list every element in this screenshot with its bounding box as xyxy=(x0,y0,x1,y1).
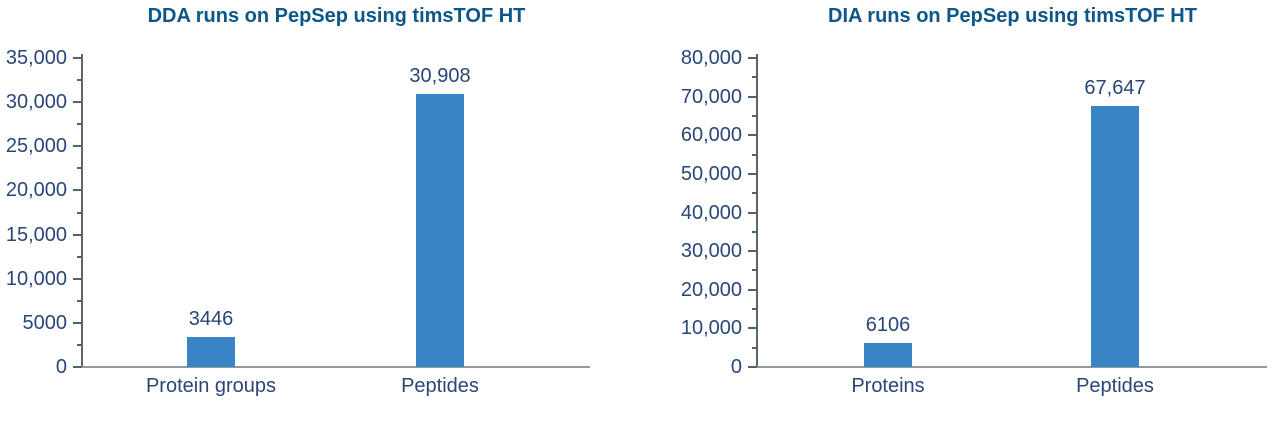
y-tick-major xyxy=(748,288,757,291)
y-tick-major xyxy=(748,250,757,253)
y-tick-label: 20,000 xyxy=(5,179,67,202)
bar-proteins xyxy=(864,343,912,367)
y-tick-label: 30,000 xyxy=(680,240,742,263)
y-tick-major xyxy=(73,57,82,59)
x-category-label: Peptides xyxy=(1076,375,1154,397)
bar-value-label: 3446 xyxy=(188,308,234,330)
dda-chart-title: DDA runs on PepSep using timsTOF HT xyxy=(147,5,526,27)
y-tick-minor xyxy=(752,346,757,349)
x-axis-line xyxy=(756,366,1267,368)
y-tick-minor xyxy=(77,255,82,258)
y-tick-minor xyxy=(752,230,757,233)
y-tick-major xyxy=(748,95,757,98)
y-tick-major xyxy=(748,211,757,214)
y-tick-label: 0 xyxy=(55,356,67,378)
y-tick-major xyxy=(748,57,757,59)
x-category-label: Proteins xyxy=(851,375,925,397)
bar-peptides xyxy=(416,94,464,367)
y-tick-major xyxy=(73,233,82,236)
y-tick-label: 50,000 xyxy=(680,162,742,185)
x-category-label: Peptides xyxy=(401,375,479,397)
y-tick-label: 70,000 xyxy=(680,85,742,108)
y-tick-major xyxy=(73,189,82,192)
y-tick-label: 0 xyxy=(730,356,742,378)
y-tick-label: 10,000 xyxy=(680,317,742,340)
y-tick-minor xyxy=(77,343,82,346)
bar-protein-groups xyxy=(187,337,235,367)
y-tick-minor xyxy=(77,167,82,170)
y-axis-spine xyxy=(756,54,758,368)
x-category-label: Protein groups xyxy=(145,375,277,397)
y-tick-major xyxy=(748,366,757,368)
y-tick-minor xyxy=(752,76,757,79)
x-axis-line xyxy=(81,366,590,368)
dia-chart-title: DIA runs on PepSep using timsTOF HT xyxy=(828,5,1197,27)
y-tick-label: 40,000 xyxy=(680,201,742,224)
y-tick-label: 25,000 xyxy=(5,135,67,158)
y-tick-minor xyxy=(752,114,757,117)
bar-value-label: 67,647 xyxy=(1084,77,1146,99)
y-tick-minor xyxy=(752,192,757,195)
y-tick-major xyxy=(73,321,82,324)
y-tick-major xyxy=(748,327,757,330)
y-axis-spine xyxy=(81,54,83,368)
y-tick-major xyxy=(748,172,757,175)
y-tick-major xyxy=(73,277,82,280)
y-tick-minor xyxy=(752,153,757,156)
y-tick-label: 15,000 xyxy=(5,223,67,246)
bar-value-label: 30,908 xyxy=(409,65,471,87)
y-tick-minor xyxy=(752,308,757,311)
y-tick-label: 10,000 xyxy=(5,267,67,290)
bar-peptides xyxy=(1091,106,1139,367)
y-tick-major xyxy=(748,134,757,137)
y-tick-label: 80,000 xyxy=(680,47,742,69)
y-tick-major xyxy=(73,145,82,148)
bar-value-label: 6106 xyxy=(865,314,911,336)
y-tick-label: 5000 xyxy=(22,311,68,334)
y-tick-label: 30,000 xyxy=(5,91,67,114)
y-tick-minor xyxy=(77,123,82,126)
y-tick-label: 35,000 xyxy=(5,47,67,69)
y-tick-label: 60,000 xyxy=(680,124,742,147)
y-tick-minor xyxy=(77,211,82,214)
y-tick-label: 20,000 xyxy=(680,278,742,301)
y-tick-major xyxy=(73,101,82,104)
y-tick-minor xyxy=(752,269,757,272)
y-tick-major xyxy=(73,366,82,368)
y-tick-minor xyxy=(77,299,82,302)
y-tick-minor xyxy=(77,79,82,82)
